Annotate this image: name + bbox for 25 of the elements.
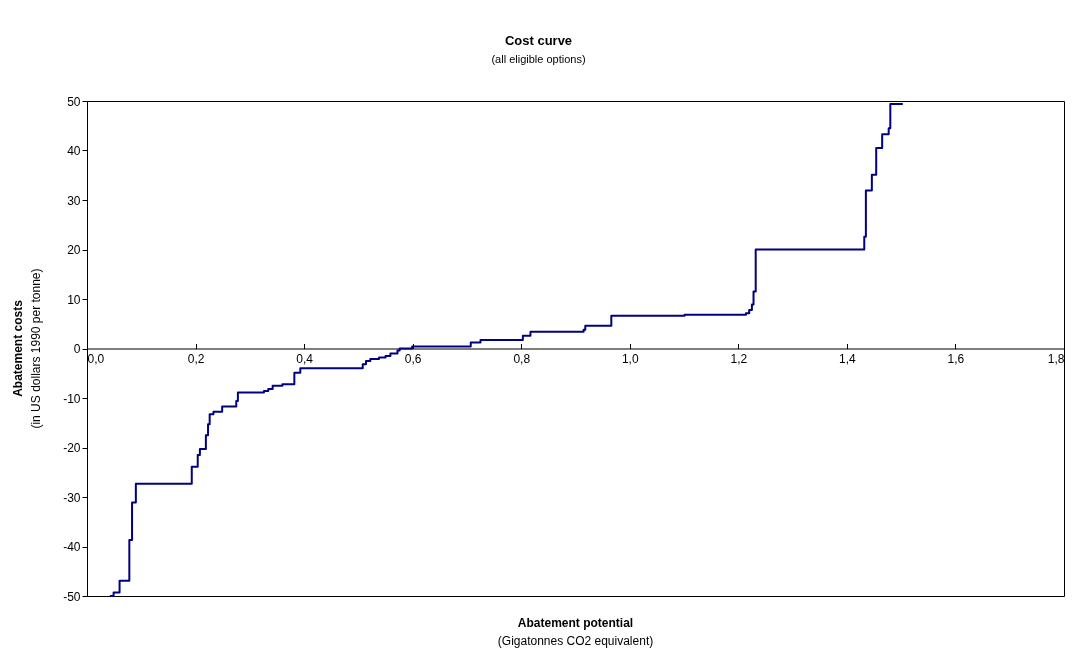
x-tick-label: 0,8: [513, 352, 531, 366]
x-tick-label: 1,4: [839, 352, 857, 366]
x-tick-label: 0,4: [296, 352, 314, 366]
y-tick-label: -30: [63, 490, 81, 505]
x-tick-label: 0,6: [404, 352, 422, 366]
y-tick-label: -10: [63, 391, 81, 406]
x-axis-title: Abatement potential (Gigatonnes CO2 equivalent): [497, 616, 654, 648]
x-tick-label: 1,0: [621, 352, 639, 366]
x-tick-label: 0,2: [187, 352, 205, 366]
x-tick-label: 1,8: [1047, 352, 1065, 366]
x-tick-label: 0,0: [87, 352, 105, 366]
chart-title: Cost curve: [504, 33, 573, 48]
y-tick-label: 40: [67, 144, 81, 158]
y-tick-label: -40: [63, 540, 81, 554]
y-tick-label: 50: [67, 94, 81, 109]
y-tick-label: 20: [67, 243, 81, 257]
y-tick-label: 0: [73, 342, 81, 356]
x-tick-label: 1,6: [947, 352, 965, 366]
y-axis-title: Abatement costs (in US dollars 1990 per tonne): [11, 268, 43, 429]
chart-subtitle: (all eligible options): [491, 53, 586, 65]
y-tick-label: -20: [63, 441, 81, 455]
y-tick-label: 30: [67, 193, 81, 208]
x-tick-label: 1,2: [730, 352, 748, 366]
y-tick-label: -50: [63, 589, 81, 604]
y-tick-label: 10: [67, 292, 81, 307]
